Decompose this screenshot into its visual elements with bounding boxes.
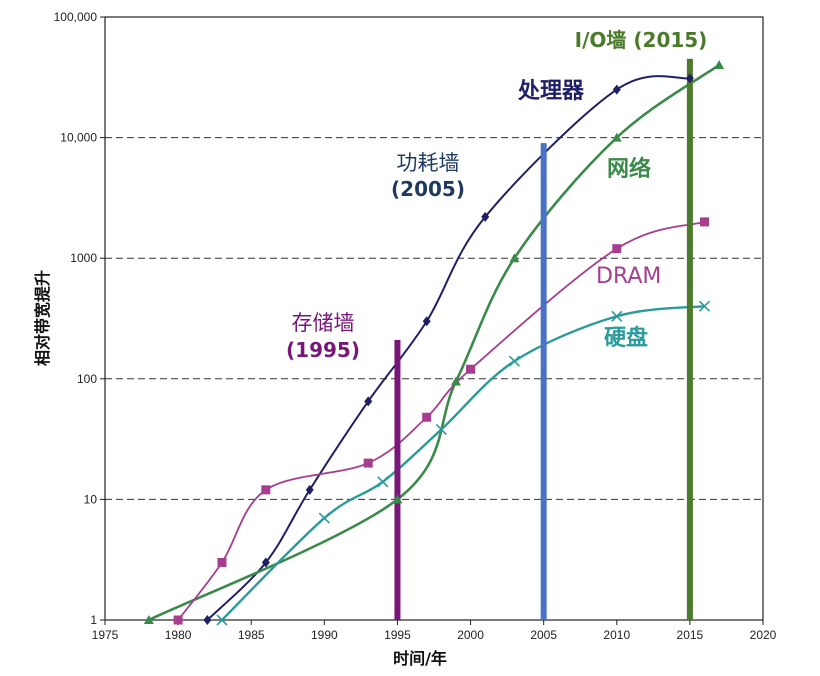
data-point (261, 557, 270, 568)
y-axis-title: 相对带宽提升 (33, 270, 52, 366)
data-point (700, 217, 710, 227)
data-point (217, 557, 227, 567)
data-point (318, 512, 330, 524)
x-tick-label: 1975 (92, 628, 119, 642)
x-tick-label: 2010 (603, 628, 630, 642)
data-point (698, 300, 711, 312)
series-markers (143, 59, 725, 626)
y-tick-label: 100 (77, 372, 97, 386)
data-point (173, 615, 183, 625)
x-axis-title: 时间/年 (393, 649, 447, 668)
label-network: 网络 (607, 156, 651, 182)
y-tick-label: 1000 (70, 251, 97, 265)
x-tick-label: 2000 (457, 628, 484, 642)
data-point (422, 316, 431, 327)
data-point (216, 614, 228, 626)
x-tick-label: 2015 (677, 628, 704, 642)
data-point (364, 396, 373, 407)
wall-bar (394, 339, 401, 620)
wall-bar (686, 58, 693, 620)
memory-wall-label: 存储墙 (292, 311, 355, 335)
power-wall-label: 功耗墙 (397, 151, 460, 175)
label-processor: 处理器 (517, 78, 585, 104)
y-tick-label: 10 (84, 492, 98, 506)
wall-bar (540, 143, 547, 620)
y-tick-label: 10,000 (60, 131, 97, 145)
x-tick-label: 1980 (165, 628, 192, 642)
data-point (714, 59, 725, 69)
x-tick-label: 2005 (530, 628, 557, 642)
data-point (422, 412, 432, 422)
data-point (435, 423, 447, 436)
y-tick-label: 100,000 (54, 10, 98, 24)
series-line (206, 75, 691, 621)
data-point (481, 211, 490, 222)
wall-bars (394, 58, 693, 620)
data-point (611, 132, 622, 142)
data-point (261, 485, 271, 495)
data-point (203, 615, 212, 625)
data-point (612, 244, 622, 254)
y-tick-label: 1 (90, 613, 97, 627)
data-point (612, 84, 621, 95)
x-tick-label: 2020 (750, 628, 777, 642)
data-point (685, 73, 694, 84)
io-wall-label: I/O墙 (2015) (575, 28, 708, 52)
data-point (508, 355, 520, 367)
plot-frame (104, 16, 764, 621)
x-tick-label: 1990 (311, 628, 338, 642)
series-line (177, 221, 705, 621)
data-point (305, 484, 314, 495)
x-tick-label: 1985 (238, 628, 265, 642)
data-point (450, 376, 461, 386)
data-point (611, 310, 623, 322)
x-axis-ticks: 1975 1980 1985 1990 1995 2000 2005 2010 2015 2020 (92, 620, 777, 642)
label-disk: 硬盘 (604, 325, 648, 351)
y-axis-ticks: 1 10 100 1000 10,000 100,000 (54, 10, 105, 627)
data-point (363, 458, 373, 468)
data-point (377, 476, 389, 488)
data-point (466, 364, 476, 374)
data-point (509, 253, 520, 263)
data-point (143, 615, 154, 624)
label-dram: DRAM (596, 264, 661, 289)
power-wall-year: (2005) (391, 177, 465, 201)
memory-wall-year: (1995) (286, 338, 360, 362)
data-point (392, 494, 403, 504)
x-tick-label: 1995 (384, 628, 411, 642)
